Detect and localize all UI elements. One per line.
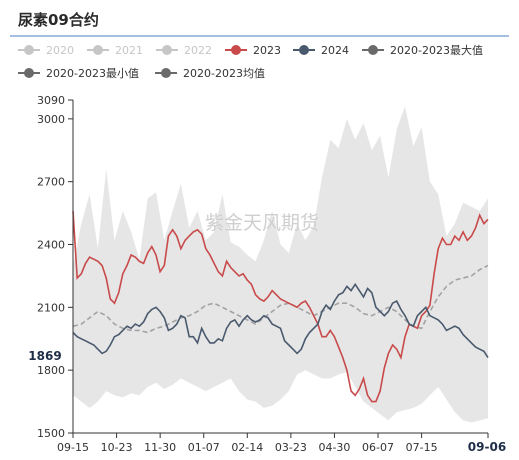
legend-item-2021[interactable]: 2021 [87,44,143,57]
x-tick-label: 02-14 [231,441,263,454]
legend-label: 2024 [321,44,349,57]
x-tick-label: 11-30 [144,441,176,454]
legend-label: 2020 [46,44,74,57]
circle-line-icon [155,68,177,78]
y-tick-label: 2400 [37,239,65,252]
circle-line-icon [293,45,315,55]
legend[interactable]: 2020 2021 2022 2023 2024 2020-2023最大值 2020-202… [18,43,483,80]
y-tick-label: 2700 [37,176,65,189]
x-axis-end-label: 09-06 [468,440,506,454]
series-line-2024 [72,282,489,359]
x-tick-label: 07-15 [406,441,438,454]
x-tick-label: 03-23 [275,441,307,454]
chart-title: 尿素09合约 [18,11,99,29]
legend-item-2020[interactable]: 2020 [18,44,74,57]
y-tick-label: 1800 [37,364,65,377]
legend-item-2023[interactable]: 2023 [225,44,281,57]
series-line-2023 [72,210,489,403]
plot-area: 紫金天风期货 [72,106,489,423]
legend-label: 2020-2023最大值 [390,43,483,57]
legend-item-2022[interactable]: 2022 [156,44,212,57]
circle-line-icon [225,45,247,55]
y-tick-label: 2100 [37,301,65,314]
circle-line-icon [362,45,384,55]
current-value-label-text: 1869 [28,349,61,363]
legend-item-2020-2023最小值[interactable]: 2020-2023最小值 [18,67,139,80]
current-value-label: 1869 [20,346,68,365]
x-tick-label: 04-30 [318,441,350,454]
series-line-2020-2023-avg [72,264,489,334]
y-tick-label: 3090 [37,94,65,107]
circle-line-icon [156,45,178,55]
legend-label: 2023 [253,44,281,57]
y-tick-label: 1500 [37,427,65,440]
legend-label: 2020-2023最小值 [46,67,139,80]
watermark: 紫金天风期货 [205,212,319,234]
max-min-band [73,106,488,423]
circle-line-icon [87,45,109,55]
legend-label: 2020-2023均值 [183,67,265,80]
x-tick-label: 10-23 [101,441,133,454]
x-tick-label: 09-15 [57,441,89,454]
x-tick-label: 06-07 [362,441,394,454]
x-tick-label: 01-07 [188,441,220,454]
legend-item-2020-2023最大值[interactable]: 2020-2023最大值 [362,43,483,57]
legend-label: 2021 [115,44,143,57]
y-axis-ticks: 1500 1800 2100 2400 2700 3000 3090 [37,94,73,440]
legend-item-2024[interactable]: 2024 [293,44,349,57]
legend-item-2020-2023均值[interactable]: 2020-2023均值 [155,67,265,80]
legend-label: 2022 [184,44,212,57]
axes: 1500 1800 2100 2400 2700 3000 3090 09-15 10-23 1… [37,94,489,454]
x-axis-ticks: 09-15 10-23 11-30 01-07 02-14 03-23 04-30 06-07… [57,433,489,454]
circle-line-icon [18,68,40,78]
y-tick-label: 3000 [37,113,65,126]
current-value-label-bg [20,346,68,365]
circle-line-icon [18,45,40,55]
